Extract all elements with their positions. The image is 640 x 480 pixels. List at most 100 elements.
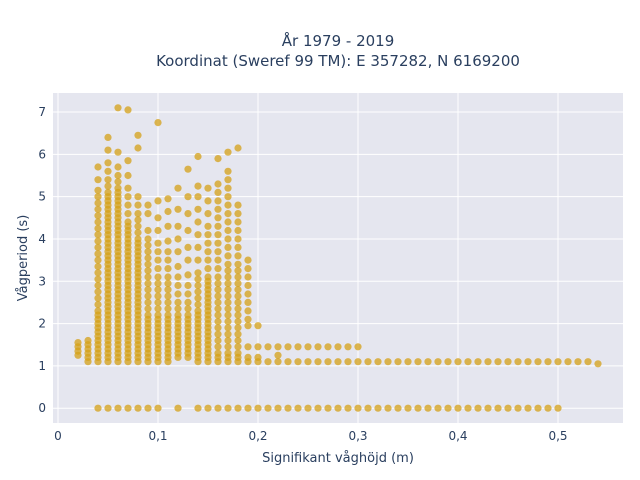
data-point [194, 205, 202, 213]
data-point [94, 275, 102, 283]
data-point [394, 358, 402, 366]
data-point [124, 218, 132, 226]
data-point [294, 404, 302, 412]
data-point [134, 229, 142, 237]
data-point [464, 358, 472, 366]
data-point [234, 298, 242, 306]
data-point [224, 273, 232, 281]
data-point [184, 210, 192, 218]
data-point [244, 273, 252, 281]
data-point [154, 226, 162, 235]
data-point [214, 336, 222, 345]
data-point [334, 343, 342, 351]
data-point [224, 167, 232, 175]
data-point [224, 267, 232, 275]
data-point [214, 214, 222, 222]
data-point [244, 307, 252, 315]
data-point [174, 222, 182, 230]
data-point [274, 343, 282, 351]
data-point [144, 311, 152, 319]
data-point [204, 184, 212, 192]
data-point [184, 226, 192, 235]
data-point [364, 358, 372, 366]
data-point [164, 222, 172, 230]
y-tick-label: 4 [38, 232, 46, 246]
data-point [94, 404, 102, 412]
data-point [234, 210, 242, 218]
data-point [94, 205, 102, 213]
data-point [94, 262, 102, 271]
data-point [94, 163, 102, 171]
data-point [164, 292, 172, 300]
data-point [214, 343, 222, 351]
data-point [234, 349, 242, 357]
data-point [184, 193, 192, 201]
data-point [154, 197, 162, 205]
data-point [224, 226, 232, 235]
data-point [94, 288, 102, 296]
data-point [234, 324, 242, 332]
y-axis-ticks: 0 1 2 3 4 5 6 7 [38, 105, 46, 415]
data-point [124, 157, 132, 165]
data-point [474, 358, 482, 366]
data-point [224, 311, 232, 319]
data-point [224, 184, 232, 192]
data-point [104, 146, 112, 154]
data-point [534, 404, 542, 412]
data-point [344, 404, 352, 412]
data-point [234, 317, 242, 326]
data-point [224, 292, 232, 300]
data-point [194, 243, 202, 251]
data-point [144, 305, 152, 313]
data-point [174, 184, 182, 192]
data-point [144, 292, 152, 300]
data-point [144, 273, 152, 281]
data-point [214, 279, 222, 287]
data-point [114, 178, 122, 186]
data-point [134, 144, 142, 152]
data-point [204, 197, 212, 205]
data-point [144, 235, 152, 243]
data-point [154, 292, 162, 300]
data-point [534, 358, 542, 366]
data-point [194, 182, 202, 190]
data-point [184, 298, 192, 306]
data-point [244, 290, 252, 298]
data-point [194, 307, 202, 315]
data-point [284, 358, 292, 366]
data-point [224, 252, 232, 260]
y-tick-label: 2 [38, 317, 46, 331]
data-point [254, 353, 262, 361]
data-point [194, 193, 202, 201]
data-point [184, 305, 192, 313]
data-point [224, 349, 232, 357]
data-point [234, 311, 242, 319]
data-point [234, 267, 242, 275]
chart-title-line2: Koordinat (Sweref 99 TM): E 357282, N 61… [156, 52, 520, 70]
data-point [214, 298, 222, 306]
data-point [164, 305, 172, 313]
y-tick-label: 3 [38, 274, 46, 288]
data-point [144, 298, 152, 306]
y-tick-label: 7 [38, 105, 46, 119]
data-point [544, 404, 552, 412]
data-point [204, 248, 212, 256]
data-point [244, 256, 252, 264]
data-point [304, 358, 312, 366]
data-point [214, 205, 222, 213]
data-point [194, 231, 202, 239]
data-point [324, 404, 332, 412]
data-point [104, 176, 112, 184]
x-axis-title: Signifikant våghöjd (m) [262, 451, 414, 466]
data-point [214, 256, 222, 264]
data-point [214, 265, 222, 273]
data-point [404, 404, 412, 412]
data-point [214, 349, 222, 357]
x-axis-ticks: 0 0,1 0,2 0,3 0,4 0,5 [54, 429, 567, 443]
data-point [164, 273, 172, 281]
data-point [314, 358, 322, 366]
data-point [184, 243, 192, 251]
data-point [154, 265, 162, 273]
x-tick-label: 0,3 [348, 429, 367, 443]
data-point [394, 404, 402, 412]
